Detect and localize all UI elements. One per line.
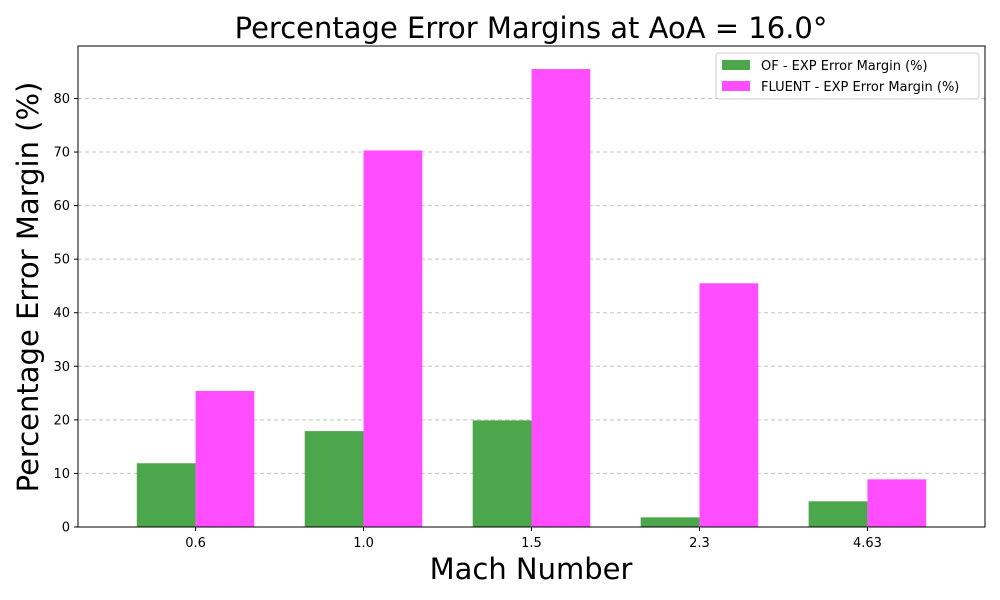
bar-fluent-1.0 xyxy=(363,150,423,527)
bar-of-1.0 xyxy=(304,431,364,527)
y-tick-label: 40 xyxy=(53,306,70,321)
y-axis-ticks: 0 10 20 30 40 50 60 70 80 xyxy=(53,92,78,536)
x-tick-label: 2.3 xyxy=(689,536,710,551)
bar-of-2.3 xyxy=(640,517,700,527)
bar-fluent-2.3 xyxy=(699,283,759,527)
chart-title: Percentage Error Margins at AoA = 16.0° xyxy=(235,11,828,45)
x-axis-ticks: 0.6 1.0 1.5 2.3 4.63 xyxy=(185,527,882,551)
legend-swatch xyxy=(722,81,750,91)
y-tick-label: 30 xyxy=(53,360,70,375)
y-tick-label: 50 xyxy=(53,253,70,268)
x-tick-label: 1.0 xyxy=(353,536,374,551)
legend-label: FLUENT - EXP Error Margin (%) xyxy=(761,80,959,95)
bar-fluent-1.5 xyxy=(531,69,591,528)
y-tick-label: 70 xyxy=(53,146,70,161)
legend-swatch xyxy=(722,60,750,70)
bar-of-1.5 xyxy=(472,420,532,527)
bar-fluent-0.6 xyxy=(195,390,255,527)
y-axis-label: Percentage Error Margin (%) xyxy=(11,82,45,493)
legend-box xyxy=(715,52,980,100)
bar-fluent-4.63 xyxy=(867,479,927,527)
y-tick-label: 20 xyxy=(53,413,70,428)
bar-of-0.6 xyxy=(136,463,196,527)
x-tick-label: 1.5 xyxy=(521,536,542,551)
x-tick-label: 4.63 xyxy=(853,536,882,551)
legend-label: OF - EXP Error Margin (%) xyxy=(761,59,928,74)
y-tick-label: 60 xyxy=(53,199,70,214)
legend: OF - EXP Error Margin (%) FLUENT - EXP Er… xyxy=(715,52,980,100)
y-tick-label: 10 xyxy=(53,467,70,482)
bar-of-4.63 xyxy=(808,501,868,527)
bars xyxy=(136,69,927,528)
y-tick-label: 0 xyxy=(62,521,70,536)
y-tick-label: 80 xyxy=(53,92,70,107)
x-tick-label: 0.6 xyxy=(185,536,206,551)
x-axis-label: Mach Number xyxy=(430,552,633,586)
